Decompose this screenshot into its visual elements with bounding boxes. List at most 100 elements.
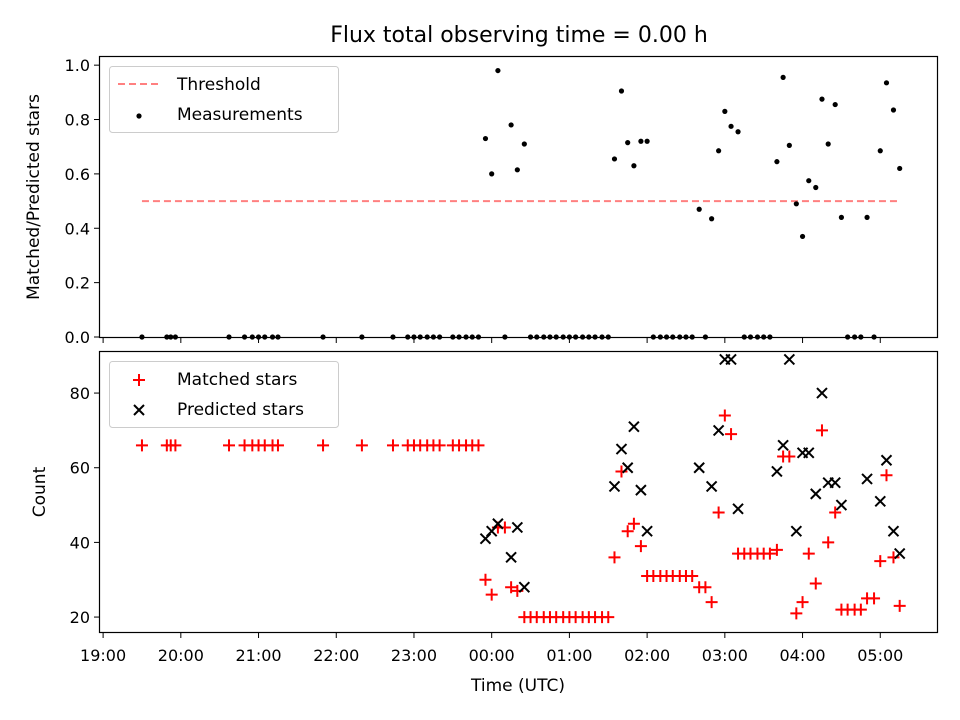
measurement-point [877,148,883,154]
ratio-axes-frame [98,55,939,339]
matched-star-point [725,428,738,441]
measurement-point [611,156,618,162]
measurement-point [897,165,903,172]
measurement-point [618,88,625,94]
threshold-legend-label: Threshold [176,75,261,95]
measurement-point [631,163,637,169]
count-xtick-label: 22:00 [313,646,359,665]
measurement-point [780,74,786,80]
count-axes-frame [98,350,939,634]
matched-star-point [887,551,900,564]
measurement-point [709,216,715,222]
matched-star-point [621,525,634,538]
count-xtick-label: 05:00 [857,646,903,665]
matched-star-point [634,540,647,553]
ratio-x-ticks [102,337,881,343]
predicted-star-point [635,484,647,496]
matched-star-point [615,465,628,478]
measurement-point [696,206,702,212]
predicted-star-point [621,462,634,474]
measurement-point [521,141,527,147]
count-legend-box [109,361,339,428]
matched-star-point [472,439,485,452]
predicted-star-point [492,518,504,530]
measurement-point [825,141,831,147]
predicted-star-point [880,454,893,466]
matched-star-point [505,581,518,594]
matched-star-point [627,517,640,530]
measurement-point [495,67,501,74]
ratio-ytick-label: 0.0 [65,328,90,347]
count-x-axis: 19:00 20:00 21:00 22:00 23:00 00:00 01:00 02:00… [80,632,903,665]
predicted-star-point [615,443,628,455]
count-panel: 20 40 60 80 19:00 20:00 21:00 22:00 23:00 00:00 0… [30,350,939,696]
ratio-y-axis-label: Matched/Predicted stars [24,94,44,300]
predicted-star-point [732,503,744,515]
measurement-point [883,80,890,86]
count-xtick-label: 01:00 [546,646,592,665]
measurement-point [864,214,870,220]
count-xtick-label: 20:00 [158,646,204,665]
count-xtick-label: 23:00 [391,646,437,665]
measurement-point [735,129,741,135]
matched-star-point [770,543,783,556]
ratio-legend-box [109,66,339,133]
count-xtick-label: 02:00 [624,646,670,665]
matched-legend-marker [133,374,145,386]
measurement-point [774,159,780,165]
matched-star-point [271,439,284,452]
measurements-legend-label: Measurements [177,105,303,125]
measurement-point [638,138,644,144]
matched-star-point [874,555,887,568]
matched-star-point [686,570,699,582]
count-y-axis-label: Count [30,466,50,517]
matched-star-point [386,439,399,452]
predicted-star-point [835,499,848,511]
matched-star-point [893,599,906,612]
count-plot-area [135,353,906,624]
count-xtick-label: 19:00 [80,646,126,665]
predicted-star-point [790,525,803,537]
predicted-star-point [810,488,822,500]
measurement-point [489,171,495,177]
predicted-star-point [511,521,524,534]
matched-star-point [317,439,330,452]
predicted-star-point [712,424,725,437]
predicted-legend-label: Predicted stars [177,400,304,420]
predicted-star-point [803,447,815,459]
matched-star-point [699,581,712,594]
predicted-star-point [628,420,640,433]
matched-star-point [783,450,796,463]
measurement-point [514,167,520,173]
matched-star-point [705,596,718,609]
count-xtick-label: 04:00 [779,646,825,665]
count-ytick-label: 40 [70,533,90,552]
measurement-point [832,101,838,108]
predicted-star-point [861,473,873,485]
chart-title: Flux total observing time = 0.00 h [330,23,708,48]
predicted-star-point [725,353,737,366]
matched-star-point [763,547,776,560]
ratio-ytick-label: 0.8 [65,111,90,130]
matched-star-point [829,506,842,519]
matched-star-point [169,439,182,452]
measurement-point [799,233,806,240]
measurement-point [508,122,514,128]
predicted-star-point [608,480,621,493]
matched-star-point [790,607,803,620]
measurement-point [722,108,728,114]
measurement-point [793,201,799,207]
matched-star-point [608,551,621,564]
matched-star-point [223,439,236,452]
matched-star-point [796,596,809,609]
ratio-ytick-label: 0.6 [65,165,90,184]
matched-star-point [718,409,731,422]
ratio-ytick-label: 0.2 [65,274,90,293]
predicted-star-point [777,439,789,452]
measurement-point [482,135,489,142]
count-ytick-label: 20 [70,608,90,627]
predicted-star-point [816,387,828,399]
measurement-point [890,107,897,113]
matched-star-point [815,424,828,437]
count-xtick-label: 21:00 [235,646,281,665]
